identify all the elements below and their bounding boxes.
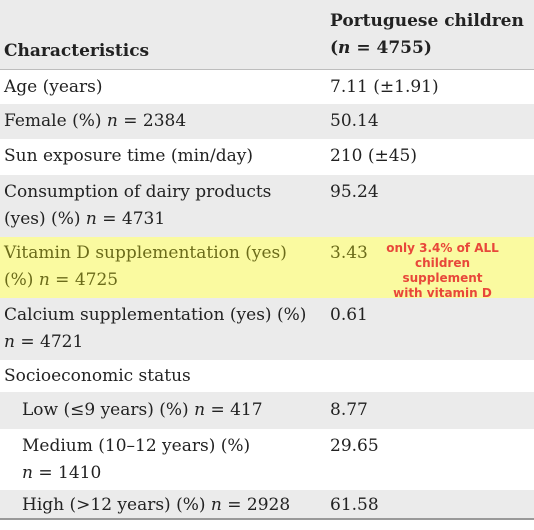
- row-value: 95.24: [330, 182, 379, 202]
- header-col2-line1: Portuguese children: [330, 11, 524, 31]
- row-value: 50.14: [330, 111, 379, 131]
- row-label: Female (%) n = 2384: [4, 111, 187, 131]
- row-label: Age (years): [4, 77, 103, 97]
- table-row: Consumption of dairy products (yes) (%) …: [0, 175, 534, 237]
- table-row: Calcium supplementation (yes) (%) n = 47…: [0, 298, 534, 360]
- row-label: Medium (10–12 years) (%) n = 1410: [22, 436, 251, 483]
- row-label: High (>12 years) (%) n = 2928: [22, 495, 291, 515]
- table-header: Characteristics Portuguese children (n =…: [0, 0, 534, 70]
- table-row: Sun exposure time (min/day) 210 (±45): [0, 139, 534, 175]
- table-row: High (>12 years) (%) n = 2928 61.58: [0, 490, 534, 520]
- row-value: 7.11 (±1.91): [330, 77, 439, 97]
- row-label: Consumption of dairy products (yes) (%) …: [4, 182, 272, 229]
- row-label: Calcium supplementation (yes) (%) n = 47…: [4, 305, 307, 352]
- row-value: [322, 363, 534, 392]
- header-col2-line2: (n = 4755): [330, 38, 432, 58]
- table-row: Medium (10–12 years) (%) n = 1410 29.65: [0, 429, 534, 490]
- header-characteristics: Characteristics: [4, 41, 150, 61]
- table-row: Age (years) 7.11 (±1.91): [0, 70, 534, 104]
- row-label: Low (≤9 years) (%) n = 417: [22, 400, 263, 420]
- row-label: Sun exposure time (min/day): [4, 146, 253, 166]
- row-value: 3.43: [330, 243, 368, 263]
- row-value: 0.61: [330, 305, 368, 325]
- row-value: 29.65: [330, 436, 379, 456]
- table-row: Female (%) n = 2384 50.14: [0, 104, 534, 139]
- table-row: Low (≤9 years) (%) n = 417 8.77: [0, 392, 534, 429]
- table-bottom-rule: [0, 518, 534, 520]
- row-value: 210 (±45): [330, 146, 417, 166]
- row-value: 8.77: [330, 400, 368, 420]
- annotation-note: only 3.4% of ALL children supplement wit…: [386, 241, 499, 300]
- row-label: Socioeconomic status: [4, 366, 191, 386]
- table-row: Socioeconomic status: [0, 360, 534, 392]
- row-label: Vitamin D supplementation (yes) (%) n = …: [4, 243, 287, 290]
- row-value: 61.58: [330, 495, 379, 515]
- table-row-highlighted: Vitamin D supplementation (yes) (%) n = …: [0, 237, 534, 300]
- header-portuguese-children: Portuguese children (n = 4755): [322, 0, 534, 69]
